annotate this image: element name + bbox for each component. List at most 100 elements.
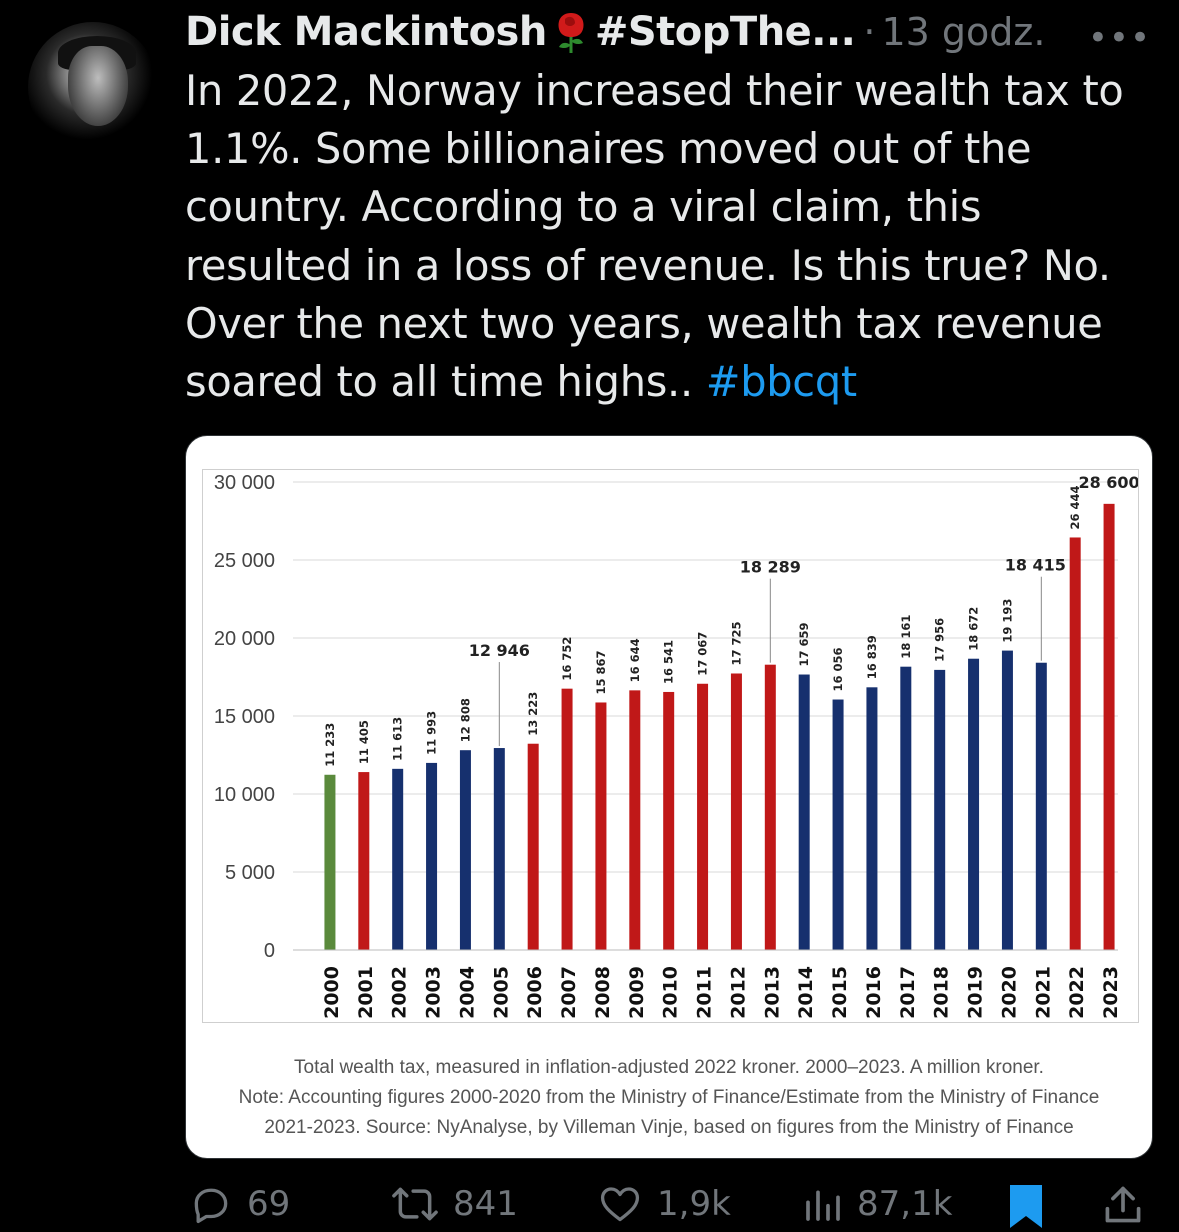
x-tick-label: 2011 [694,966,716,1019]
x-tick-label: 2012 [727,966,749,1019]
data-label: 11 613 [391,717,405,761]
bar [832,699,844,950]
x-tick-label: 2003 [423,966,445,1019]
author-handle-suffix[interactable]: #StopThe... [594,9,856,55]
bookmark-button[interactable] [1005,1182,1061,1230]
y-tick-label: 10 000 [214,784,275,806]
bar [595,702,607,950]
data-label: 18 672 [967,607,981,651]
rose-icon [558,13,584,53]
avatar[interactable] [28,22,158,152]
bar [1103,503,1115,950]
share-icon [1105,1186,1141,1223]
x-tick-label: 2004 [456,966,478,1019]
bar [730,673,742,950]
bar [764,664,776,950]
x-tick-label: 2013 [761,966,783,1019]
x-tick-label: 2005 [490,966,512,1019]
x-tick-label: 2015 [829,966,851,1019]
bar [934,669,946,950]
bar [358,772,370,950]
data-label: 16 644 [628,638,642,682]
x-tick-label: 2008 [592,966,614,1019]
x-tick-label: 2002 [389,966,411,1019]
data-label: 13 223 [526,692,540,736]
bar [629,690,641,950]
bar [527,743,539,950]
hashtag-link[interactable]: #bbcqt [705,357,857,407]
reply-button[interactable]: 69 [189,1182,290,1226]
reply-icon [194,1188,228,1224]
data-label: 12 808 [458,698,472,742]
bar [663,691,675,950]
data-label-callout: 18 415 [1005,556,1066,575]
x-tick-label: 2018 [931,966,953,1019]
data-label: 26 444 [1068,485,1082,529]
data-label: 16 541 [662,640,676,684]
x-tick-label: 2010 [660,966,682,1019]
bar-chart: 0 5 000 10 000 15 000 20 000 25 000 30 000 2000… [214,472,1138,1019]
data-label: 11 993 [425,711,439,755]
data-label: 11 405 [357,720,371,764]
share-button[interactable] [1101,1182,1159,1228]
like-button[interactable]: 1,9k [597,1182,731,1226]
bar [392,768,404,950]
x-tick-label: 2009 [626,966,648,1019]
post-text: In 2022, Norway increased their wealth t… [185,62,1160,411]
data-label: 16 752 [560,637,574,681]
bar [866,687,878,950]
media-image[interactable]: 0 5 000 10 000 15 000 20 000 25 000 30 000 2000… [185,435,1153,1159]
data-label: 18 161 [899,615,913,659]
separator-dot: · [863,10,876,54]
data-label-callout: 28 600 [1078,473,1138,492]
repost-button[interactable]: 841 [391,1182,518,1226]
post-body: In 2022, Norway increased their wealth t… [185,66,1124,407]
view-count: 87,1k [857,1184,953,1224]
x-tick-label: 2019 [965,966,987,1019]
repost-count: 841 [453,1184,518,1224]
bar [1035,662,1047,950]
bar [459,750,471,950]
post-timestamp[interactable]: 13 godz. [881,10,1046,54]
x-tick-label: 2017 [897,966,919,1019]
chart-frame: 0 5 000 10 000 15 000 20 000 25 000 30 000 2000… [202,469,1139,1023]
bar [697,683,709,950]
data-label: 17 067 [696,632,710,676]
x-tick-label: 2022 [1066,966,1088,1019]
x-tick-label: 2020 [998,966,1020,1019]
bar [798,674,810,950]
y-tick-label: 15 000 [214,706,275,728]
y-tick-label: 5 000 [225,862,275,884]
x-tick-label: 2007 [558,966,580,1019]
data-label: 11 233 [323,723,337,767]
repost-icon [392,1187,438,1221]
data-label: 17 956 [933,618,947,662]
bar [493,748,505,950]
bar [900,666,912,950]
reply-count: 69 [247,1184,291,1224]
data-label-callout: 18 289 [740,558,801,577]
post-header: Dick Mackintosh #StopThe... · 13 godz. •… [185,6,1165,58]
author-name[interactable]: Dick Mackintosh [185,9,547,55]
data-label: 17 725 [729,621,743,665]
x-tick-label: 2014 [795,966,817,1019]
avatar-face [68,46,128,126]
data-label: 19 193 [1000,599,1014,643]
views-button[interactable]: 87,1k [803,1182,952,1226]
x-tick-label: 2001 [355,966,377,1019]
action-bar: 69 841 1,9k 87,1k [185,1182,1160,1232]
data-label: 16 839 [865,635,879,679]
y-tick-label: 0 [264,940,275,962]
bar [1069,537,1081,950]
caption-line-3: 2021-2023. Source: NyAnalyse, by Villema… [264,1117,1074,1138]
data-label: 16 056 [831,648,845,692]
data-label-callout: 12 946 [469,641,530,660]
caption-line-1: Total wealth tax, measured in inflation-… [294,1057,1044,1078]
bar [324,774,336,950]
x-tick-label: 2000 [321,966,343,1019]
chart-caption: Total wealth tax, measured in inflation-… [186,1053,1152,1143]
like-count: 1,9k [657,1184,731,1224]
more-options-icon[interactable]: ••• [1087,18,1151,58]
views-chart-icon [806,1190,840,1221]
bar [968,658,980,950]
